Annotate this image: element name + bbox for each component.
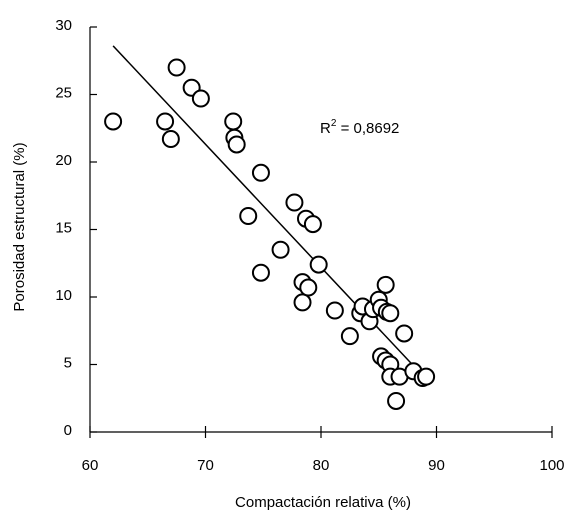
- data-point: [271, 240, 290, 259]
- data-point: [325, 301, 344, 320]
- trendline: [112, 45, 426, 379]
- x-tick-label: 70: [197, 457, 214, 474]
- y-tick-label: 5: [64, 355, 72, 372]
- x-tick-label: 60: [82, 457, 99, 474]
- r-superscript: 2: [331, 118, 337, 129]
- data-point: [191, 89, 210, 108]
- data-point: [161, 130, 180, 149]
- data-point: [293, 293, 312, 312]
- y-tick-label: 10: [55, 287, 72, 304]
- axes: [89, 27, 552, 433]
- data-point: [381, 304, 400, 323]
- ticks: [89, 26, 553, 438]
- y-tick-label: 30: [55, 17, 72, 34]
- r-label: R: [320, 120, 331, 137]
- x-tick-label: 90: [428, 457, 445, 474]
- x-tick-label: 100: [539, 457, 564, 474]
- y-axis-title: Porosidad estructural (%): [11, 142, 28, 311]
- data-point: [417, 367, 436, 386]
- data-point: [309, 255, 328, 274]
- data-point: [303, 215, 322, 234]
- data-point: [251, 263, 270, 282]
- y-tick-label: 20: [55, 152, 72, 169]
- data-point: [251, 163, 270, 182]
- x-axis-title: Compactación relativa (%): [235, 494, 411, 511]
- r-squared-annotation: R2 = 0,8692: [320, 118, 399, 137]
- y-tick-label: 25: [55, 85, 72, 102]
- x-tick-label: 80: [313, 457, 330, 474]
- r-value: = 0,8692: [336, 120, 399, 137]
- data-point: [227, 135, 246, 154]
- data-point: [224, 112, 243, 131]
- data-point: [395, 324, 414, 343]
- data-point: [167, 58, 186, 77]
- data-point: [285, 193, 304, 212]
- data-point: [299, 278, 318, 297]
- tick-labels: 60 70 80 90 100 0 5 10 15 20 25 30: [55, 17, 564, 474]
- data-point: [104, 112, 123, 131]
- y-tick-label: 15: [55, 220, 72, 237]
- data-point: [156, 112, 175, 131]
- data-point: [239, 207, 258, 225]
- data-point: [387, 391, 406, 410]
- data-point: [340, 327, 359, 346]
- data-point: [376, 275, 395, 294]
- data-points: [104, 58, 436, 410]
- y-tick-label: 0: [64, 422, 72, 439]
